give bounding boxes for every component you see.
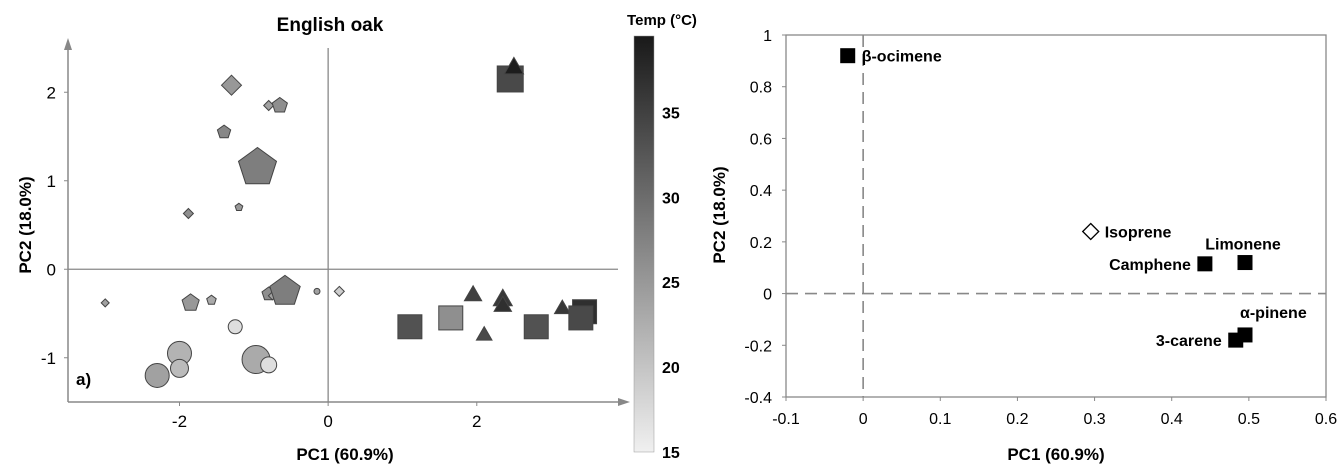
data-point-pentagon <box>181 293 200 311</box>
colorbar-tick-label: 15 <box>662 445 680 462</box>
y-tick-label: 0.2 <box>750 235 772 252</box>
x-tick-label: -2 <box>172 412 187 431</box>
point-label: Limonene <box>1205 237 1281 254</box>
x-tick-label: 0.6 <box>1315 411 1337 428</box>
x-tick-label: 0 <box>323 412 332 431</box>
point-label: Isoprene <box>1105 225 1172 242</box>
data-point-triangle <box>553 299 571 315</box>
plot-frame <box>785 34 1327 398</box>
y-axis-label: PC2 (18.0%) <box>710 166 729 263</box>
data-point-circle <box>227 319 243 335</box>
data-point-circle <box>144 362 170 388</box>
colorbar-tick-label: 30 <box>662 190 680 207</box>
y-tick-label: 1 <box>763 28 772 45</box>
panel-label: a) <box>76 370 91 389</box>
colorbar-tick-label: 25 <box>662 275 680 292</box>
x-tick-label: 0.5 <box>1238 411 1260 428</box>
y-tick-label: 0 <box>47 260 56 279</box>
data-point-square <box>568 305 594 331</box>
colorbar-tick-label: 35 <box>662 105 680 122</box>
data-point-diamond <box>100 298 110 308</box>
x-axis-label: PC1 (60.9%) <box>296 445 393 464</box>
x-tick-label: 0.1 <box>929 411 951 428</box>
x-axis-arrow <box>618 398 630 406</box>
x-axis-label: PC1 (60.9%) <box>1007 445 1104 464</box>
data-point-diamond <box>220 74 243 96</box>
data-point-circle <box>169 358 189 378</box>
data-point-triangle <box>503 56 525 75</box>
data-point-square <box>397 314 423 340</box>
y-tick-label: 0 <box>763 287 772 304</box>
y-axis-label: PC2 (18.0%) <box>16 176 35 273</box>
data-point-square <box>1197 256 1213 272</box>
data-point-square <box>840 48 856 64</box>
data-point-pentagon <box>206 294 217 305</box>
colorbar-title: Temp (°C) <box>627 12 697 29</box>
data-point-triangle <box>493 295 513 312</box>
data-point-pentagon <box>216 124 232 139</box>
data-point-square <box>523 314 549 340</box>
x-tick-label: 0.2 <box>1006 411 1028 428</box>
point-label: Camphene <box>1109 257 1191 274</box>
chart-title: English oak <box>277 15 384 36</box>
data-point-diamond <box>1081 222 1100 241</box>
data-point-triangle <box>463 284 483 302</box>
y-axis-arrow <box>64 38 72 50</box>
x-tick-label: 0.3 <box>1083 411 1105 428</box>
x-tick-label: 0 <box>859 411 868 428</box>
data-point-circle <box>313 287 321 295</box>
data-point-pentagon <box>269 274 301 305</box>
point-label: α-pinene <box>1240 305 1307 322</box>
y-tick-label: 0.8 <box>750 80 772 97</box>
y-tick-label: 2 <box>47 83 56 102</box>
y-tick-label: 1 <box>47 172 56 191</box>
x-tick-label: 2 <box>472 412 481 431</box>
data-point-diamond <box>333 285 346 298</box>
data-point-square <box>1237 255 1253 271</box>
data-point-pentagon <box>271 96 288 113</box>
data-point-circle <box>260 356 278 374</box>
y-tick-label: -0.4 <box>744 390 772 407</box>
y-tick-label: 0.6 <box>750 131 772 148</box>
y-tick-label: -0.2 <box>744 338 772 355</box>
x-tick-label: -0.1 <box>772 411 800 428</box>
data-point-square <box>438 305 464 331</box>
x-tick-label: 0.4 <box>1161 411 1183 428</box>
y-tick-label: 0.4 <box>750 183 772 200</box>
data-point-triangle <box>475 325 493 341</box>
point-label: 3-carene <box>1156 333 1222 350</box>
data-point-pentagon <box>234 202 244 211</box>
data-point-square <box>1228 332 1244 348</box>
point-label: β-ocimene <box>862 49 942 66</box>
y-tick-label: -1 <box>41 349 56 368</box>
colorbar-tick-label: 20 <box>662 360 680 377</box>
data-point-diamond <box>182 207 195 220</box>
colorbar <box>633 35 655 453</box>
data-point-pentagon <box>237 146 278 185</box>
